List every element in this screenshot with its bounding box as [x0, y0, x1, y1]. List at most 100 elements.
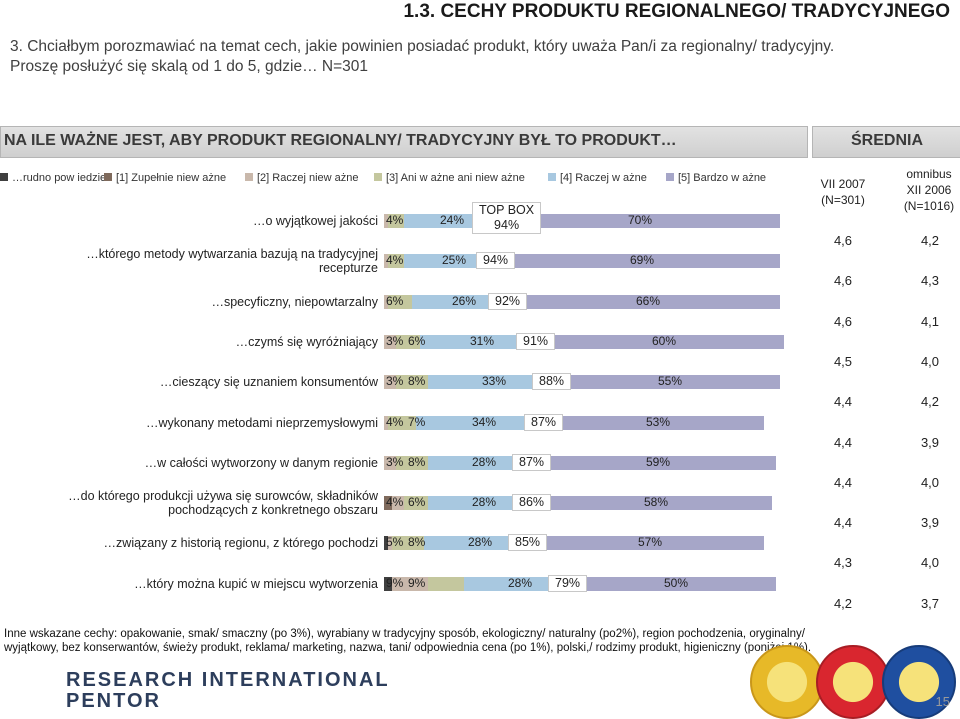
- bar-segment-4-3: [396, 375, 428, 390]
- value-label-0-s5: 70%: [627, 213, 653, 227]
- mean-2006-9: 3,7: [920, 595, 940, 611]
- value-label-5-1: 7%: [408, 414, 426, 429]
- row-label-7-line-1: pochodzących z konkretnego obszaru: [168, 503, 378, 518]
- mean-2007-0: 4,6: [833, 233, 853, 248]
- legend-item-3: [3] Ani w ażne ani niew ażne: [374, 172, 525, 184]
- row-label-8-line-0: …związany z historią regionu, z którego …: [103, 536, 378, 551]
- value-label-8-0: 5%: [386, 535, 404, 550]
- bar-segment-7-5: [540, 496, 772, 511]
- bar-segment-9-5: [576, 576, 776, 591]
- eu-regional-seal-red: [816, 645, 890, 719]
- bar-segment-8-5: [536, 536, 764, 551]
- company-logo: RESEARCH INTERNATIONAL PENTOR: [66, 670, 390, 712]
- column-header-2007-line-1: VII 2007: [820, 177, 866, 191]
- mean-2006-0: 4,2: [920, 233, 940, 248]
- bar-segment-6-3: [396, 455, 428, 470]
- mean-2006-8: 4,0: [920, 555, 940, 571]
- row-label-7: …do którego produkcji używa się surowców…: [68, 489, 378, 517]
- legend-label-1: [1] Zupełnie niew ażne: [116, 172, 227, 184]
- mean-header-box: ŚREDNIA: [812, 126, 960, 158]
- mean-2007-8: 4,3: [833, 555, 853, 571]
- bar-segment-9-3: [428, 576, 464, 591]
- bar-segment-3-2: [384, 334, 396, 349]
- question-text: 3. Chciałbym porozmawiać na temat cech, …: [10, 37, 955, 77]
- mean-2007-6: 4,4: [833, 474, 853, 490]
- row-label-2-line-0: …specyficzny, niepowtarzalny: [211, 294, 378, 309]
- row-label-6-line-0: …w całości wytworzony w danym regionie: [144, 455, 378, 470]
- value-label-9-s5: 50%: [663, 575, 689, 590]
- top-box-label-3: 91%: [516, 332, 556, 350]
- value-label-1-s4: 25%: [441, 253, 467, 268]
- row-label-5-line-0: …wykonany metodami nieprzemysłowymi: [145, 415, 378, 430]
- bar-segment-8-0: [384, 536, 388, 551]
- value-label-6-0: 3%: [386, 454, 404, 469]
- mean-2006-6: 4,0: [920, 474, 940, 490]
- value-label-6-s4: 28%: [471, 454, 497, 469]
- mean-2007-1: 4,6: [833, 273, 853, 289]
- page-title: 1.3. CECHY PRODUKTU REGIONALNEGO/ TRADYC…: [403, 1, 950, 22]
- mean-2007-7: 4,4: [833, 515, 853, 531]
- legend-swatch-2: [245, 173, 253, 181]
- value-label-5-0: 4%: [386, 414, 404, 429]
- logo-line-2: PENTOR: [66, 690, 161, 712]
- bar-segment-0-3: [388, 214, 404, 228]
- mean-2006-5: 3,9: [920, 434, 940, 450]
- value-label-4-s4: 33%: [481, 374, 507, 389]
- mean-2006-3: 4,0: [920, 353, 940, 369]
- bar-segment-7-3: [404, 496, 428, 511]
- bar-segment-4-5: [560, 375, 780, 390]
- value-label-8-s4: 28%: [467, 535, 493, 550]
- value-label-4-0: 3%: [386, 374, 404, 389]
- legend-swatch-1: [104, 173, 112, 181]
- legend-item-4: [4] Raczej w ażne: [548, 172, 647, 184]
- top-box-value-0: 94%: [494, 218, 520, 232]
- chart-header-box: NA ILE WAŻNE JEST, ABY PRODUKT REGIONALN…: [0, 126, 808, 158]
- column-header-2007-line-2: (N=301): [821, 193, 865, 207]
- legend-item-2: [2] Raczej niew ażne: [245, 172, 359, 184]
- bar-segment-1-3: [388, 254, 404, 269]
- value-label-7-1: 6%: [408, 495, 426, 510]
- row-label-1-line-0: …którego metody wytwarzania bazują na tr…: [86, 247, 378, 262]
- top-box-label-2: 92%: [488, 292, 528, 310]
- column-header-2006: omnibus XII 2006 (N=1016): [893, 166, 960, 214]
- mean-2007-4: 4,4: [833, 394, 853, 410]
- row-label-0: …o wyjątkowej jakości: [253, 214, 378, 228]
- row-label-3-line-0: …czymś się wyróżniający: [235, 334, 378, 349]
- bar-segment-3-3: [396, 334, 420, 349]
- row-label-9: …który można kupić w miejscu wytworzenia: [134, 577, 378, 591]
- value-label-3-1: 6%: [408, 333, 426, 348]
- column-header-2006-line-3: (N=1016): [903, 199, 955, 213]
- bar-segment-6-2: [384, 455, 396, 470]
- value-label-4-1: 8%: [408, 374, 426, 389]
- value-label-5-s5: 53%: [645, 414, 671, 429]
- row-label-6: …w całości wytworzony w danym regionie: [145, 456, 378, 470]
- top-box-label-8: 85%: [508, 534, 548, 552]
- bar-segment-2-5: [516, 294, 780, 309]
- legend-swatch-0: [0, 173, 8, 181]
- value-label-5-s4: 34%: [471, 414, 497, 429]
- bar-segment-2-3: [388, 294, 412, 309]
- value-label-4-s5: 55%: [657, 374, 683, 389]
- legend-label-4: [4] Raczej w ażne: [560, 172, 647, 184]
- mean-2007-2: 4,6: [833, 313, 853, 329]
- footnote-line-2: wyjątkowy, bez konserwantów, świeży prod…: [4, 642, 812, 654]
- column-header-2006-line-1: omnibus: [906, 167, 952, 181]
- top-box-label-4: 88%: [532, 373, 572, 391]
- stacked-bar-chart: …o wyjątkowej jakości 4% 24% 70% TOP BOX 94% 4…: [68, 202, 940, 611]
- value-label-7-s4: 28%: [471, 495, 497, 510]
- bar-segment-3-5: [544, 334, 784, 349]
- top-box-title: TOP BOX: [479, 203, 535, 217]
- row-label-1-line-1: recepturze: [318, 261, 378, 276]
- row-label-8: …związany z historią regionu, z którego …: [104, 536, 378, 550]
- legend-label-0: …rudno pow iedzieć: [12, 172, 112, 184]
- mean-2006-1: 4,3: [920, 273, 940, 289]
- top-box-label-5: 87%: [524, 413, 564, 431]
- footnote: Inne wskazane cechy: opakowanie, smak/ s…: [4, 627, 954, 655]
- value-label-3-s5: 60%: [651, 333, 677, 348]
- bar-segment-9-0: [384, 576, 392, 591]
- question-line-2: Proszę posłużyć się skalą od 1 do 5, gdz…: [10, 58, 368, 75]
- bar-segment-5-5: [552, 415, 764, 430]
- top-box-label-7: 86%: [512, 494, 552, 512]
- eu-regional-seal-yellow: [750, 645, 824, 719]
- bar-segment-1-2: [384, 254, 388, 269]
